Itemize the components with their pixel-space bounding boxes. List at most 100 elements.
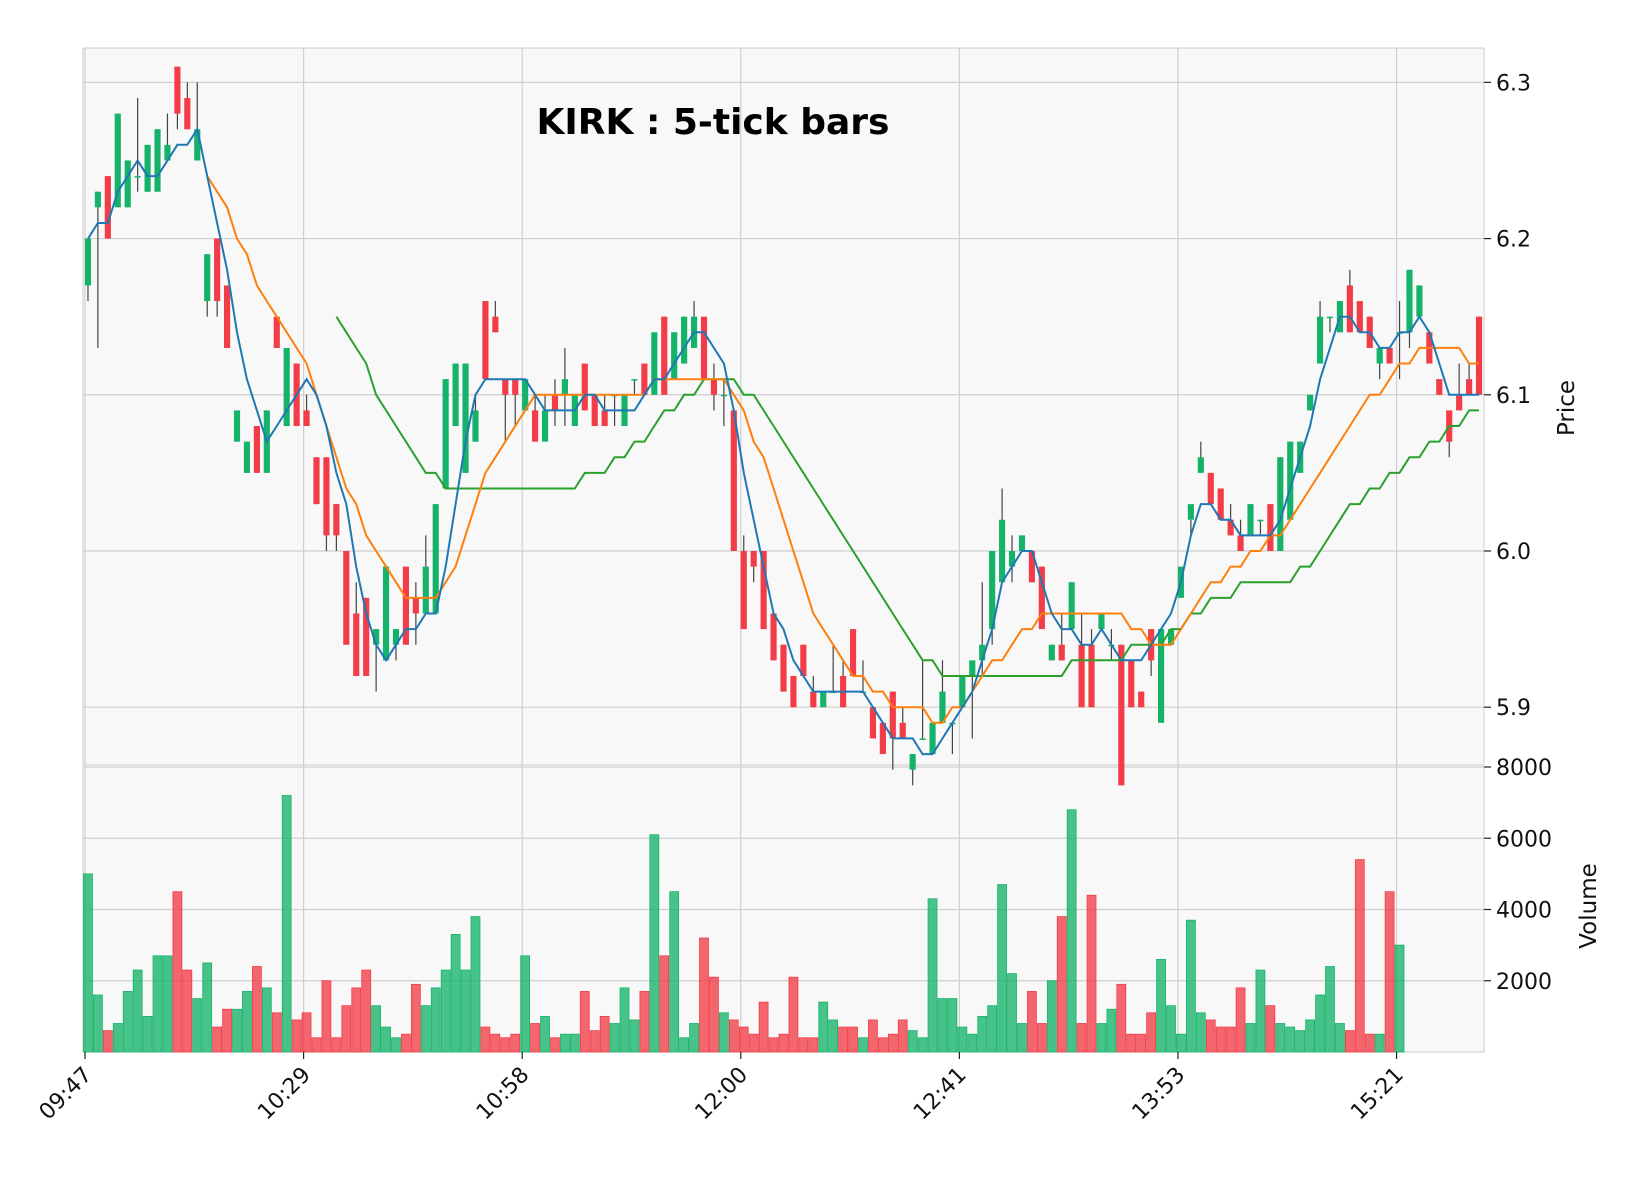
volume-bar: [699, 937, 709, 1053]
candle-body: [1167, 629, 1175, 645]
volume-bar: [410, 983, 421, 1053]
volume-bar: [341, 1005, 352, 1053]
volume-bar: [460, 969, 471, 1053]
candle-body: [899, 722, 906, 739]
candle-body: [283, 347, 290, 427]
candle-body: [353, 613, 360, 676]
candle-body: [1138, 691, 1145, 708]
candle-body: [849, 629, 857, 676]
volume-bar: [1215, 1026, 1226, 1053]
candle-body: [144, 144, 151, 192]
volume-bar: [609, 1023, 620, 1053]
volume-bar: [1056, 916, 1067, 1053]
candle-body: [750, 550, 757, 567]
volume-bar: [351, 987, 362, 1053]
volume-bar: [758, 1001, 769, 1053]
volume-bar: [1096, 1023, 1107, 1053]
candle-body: [522, 379, 529, 411]
candle-body: [551, 394, 559, 411]
candle-body: [700, 316, 708, 380]
volume-bar: [540, 1015, 550, 1053]
volume-bar: [1027, 991, 1037, 1053]
volume-bar: [709, 976, 719, 1053]
volume-bar: [1066, 809, 1077, 1053]
volume-bar: [1384, 891, 1395, 1053]
volume-bar: [808, 1037, 819, 1053]
volume-bar: [619, 987, 630, 1053]
volume-bar: [1335, 1023, 1345, 1053]
volume-bar: [798, 1037, 809, 1053]
price-axis-label: Price: [1554, 380, 1580, 436]
volume-bar: [1295, 1030, 1306, 1053]
candle-body: [1267, 504, 1274, 551]
candle-body: [720, 394, 727, 397]
volume-bar: [1285, 1026, 1296, 1053]
volume-bar: [301, 1012, 312, 1053]
candle-body: [1277, 457, 1284, 551]
candle-body: [1038, 566, 1045, 630]
volume-bar: [1156, 958, 1166, 1053]
volume-bar: [868, 1019, 878, 1053]
volume-bar: [569, 1033, 580, 1053]
volume-bar: [291, 1019, 302, 1053]
volume-axis-label: Volume: [1576, 863, 1602, 949]
candle-body: [561, 379, 568, 395]
candle-body: [820, 691, 827, 708]
volume-bar: [450, 934, 461, 1053]
candle-body: [233, 410, 241, 442]
volume-bar: [311, 1037, 322, 1053]
volume-bar: [589, 1030, 600, 1053]
candle-body: [114, 113, 121, 208]
volume-bar: [1166, 1005, 1176, 1053]
volume-bar: [1076, 1023, 1087, 1053]
candle-body: [1287, 441, 1294, 520]
candle-body: [363, 597, 370, 676]
time-tick-label: 10:29: [253, 1063, 316, 1126]
candle-body: [1416, 285, 1423, 317]
candle-body: [412, 597, 419, 614]
volume-bar: [778, 1033, 789, 1053]
volume-bar: [828, 1019, 839, 1053]
candle-body: [323, 457, 330, 536]
candle-body: [223, 285, 231, 348]
candle-body: [651, 332, 658, 395]
volume-bar: [599, 1015, 610, 1053]
volume-bar: [1186, 919, 1196, 1053]
candle-body: [661, 316, 668, 395]
volume-bar: [261, 987, 272, 1053]
volume-bar: [927, 898, 938, 1053]
candle-body: [1028, 550, 1035, 583]
candle-body: [382, 566, 390, 661]
time-tick-label: 12:00: [691, 1063, 754, 1126]
candle-body: [989, 550, 996, 630]
candle-body: [601, 410, 608, 427]
volume-bar: [172, 891, 183, 1053]
time-tick-label: 12:41: [909, 1063, 972, 1126]
volume-bar: [1235, 987, 1246, 1053]
candle-body: [1098, 613, 1105, 630]
candle-body: [422, 566, 429, 614]
volume-bar: [848, 1026, 858, 1053]
volume-bar: [1245, 1023, 1256, 1053]
volume-bar: [252, 966, 262, 1053]
candle-body: [482, 301, 489, 380]
candle-body: [810, 691, 817, 708]
volume-bar: [1136, 1033, 1147, 1053]
volume-bar: [1116, 983, 1127, 1053]
volume-bar: [1146, 1012, 1157, 1053]
candle-body: [641, 363, 648, 395]
volume-bar: [649, 834, 660, 1053]
volume-bar: [788, 976, 799, 1053]
volume-bar: [490, 1033, 501, 1053]
candle-body: [1187, 504, 1194, 520]
volume-tick-label: 6000: [1496, 827, 1552, 852]
volume-bar: [768, 1037, 779, 1053]
candle-body: [303, 410, 310, 427]
price-tick-label: 6.0: [1496, 540, 1531, 565]
volume-bar: [1126, 1033, 1137, 1053]
volume-bar: [957, 1026, 968, 1053]
volume-bar: [818, 1001, 829, 1053]
volume-bar: [967, 1033, 978, 1053]
volume-bar: [391, 1037, 401, 1053]
